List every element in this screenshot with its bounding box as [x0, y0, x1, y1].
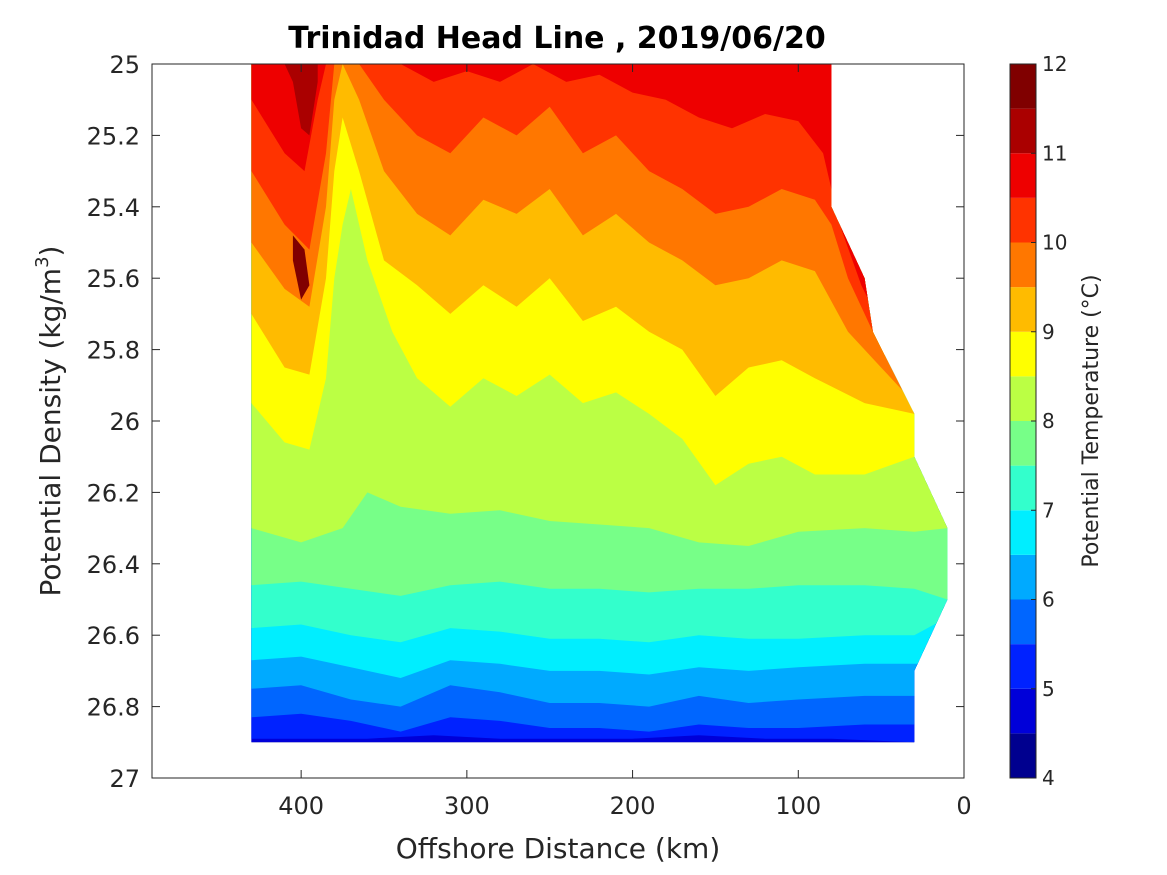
- y-tick-label: 26.4: [87, 551, 140, 579]
- contour-band-11-5: [292, 235, 310, 300]
- colorbar-band: [1010, 465, 1036, 511]
- y-tick-label: 26: [109, 408, 140, 436]
- colorbar-tick-label: 6: [1042, 588, 1055, 612]
- colorbar-tick-label: 12: [1042, 52, 1067, 76]
- colorbar-band: [1010, 331, 1036, 377]
- colorbar-band: [1010, 644, 1036, 689]
- colorbar-band: [1010, 510, 1036, 555]
- x-tick-label: 300: [444, 792, 490, 820]
- colorbar-band: [1010, 376, 1036, 421]
- y-axis-label-end: ): [34, 246, 67, 257]
- y-tick-label: 25.8: [87, 337, 140, 365]
- colorbar-band: [1010, 554, 1036, 600]
- colorbar-band: [1010, 688, 1036, 734]
- colorbar-band: [1010, 421, 1036, 466]
- colorbar-tick-label: 4: [1042, 766, 1055, 790]
- y-tick-label: 25.4: [87, 194, 140, 222]
- x-tick-label: 100: [775, 792, 821, 820]
- y-tick-label: 26.8: [87, 694, 140, 722]
- colorbar-band: [1010, 733, 1036, 778]
- x-axis-label: Offshore Distance (km): [396, 832, 721, 865]
- colorbar-band: [1010, 108, 1036, 154]
- colorbar-band: [1010, 197, 1036, 243]
- y-axis-label: Potential Density (kg/m3): [32, 246, 67, 597]
- x-axis-ticks: 400 300 200 100 0: [278, 64, 972, 820]
- colorbar-band: [1010, 287, 1036, 332]
- x-tick-label: 400: [278, 792, 324, 820]
- y-tick-label: 26.6: [87, 622, 140, 650]
- contour-band-11: [251, 64, 318, 136]
- chart-title: Trinidad Head Line , 2019/06/20: [288, 21, 825, 56]
- x-tick-label: 200: [610, 792, 656, 820]
- colorbar-tick-label: 5: [1042, 677, 1055, 701]
- colorbar: 4 5 6 7 8 9 10 11 12: [1009, 52, 1067, 790]
- colorbar-tick-label: 7: [1042, 498, 1055, 522]
- colorbar-band: [1010, 153, 1036, 198]
- y-tick-label: 25.2: [87, 122, 140, 150]
- contour-band-10-5: [251, 64, 948, 386]
- colorbar-band: [1010, 242, 1036, 288]
- colorbar-tick-label: 9: [1042, 320, 1055, 344]
- colorbar-band: [1010, 64, 1036, 109]
- plot-area: 400 300 200 100 0 25 25.2 25.4 25.6 25.8 26 26.2 26…: [87, 51, 972, 820]
- colorbar-tick-label: 8: [1042, 409, 1055, 433]
- y-tick-label: 27: [109, 765, 140, 793]
- contour-fills: [251, 64, 948, 743]
- colorbar-label: Potential Temperature (°C): [1079, 274, 1104, 567]
- y-tick-label: 25: [109, 51, 140, 79]
- colorbar-band: [1010, 599, 1036, 645]
- x-tick-label: 0: [956, 792, 971, 820]
- y-axis-label-superscript: 3: [32, 256, 53, 267]
- colorbar-tick-label: 11: [1042, 141, 1067, 165]
- y-axis-label-main: Potential Density (kg/m: [34, 268, 67, 597]
- contour-band-10: [251, 64, 948, 393]
- colorbar-tick-label: 10: [1042, 231, 1067, 255]
- y-tick-label: 25.6: [87, 265, 140, 293]
- y-axis-ticks: 25 25.2 25.4 25.6 25.8 26 26.2 26.4 26.6 26.8 27: [87, 51, 964, 793]
- y-tick-label: 26.2: [87, 479, 140, 507]
